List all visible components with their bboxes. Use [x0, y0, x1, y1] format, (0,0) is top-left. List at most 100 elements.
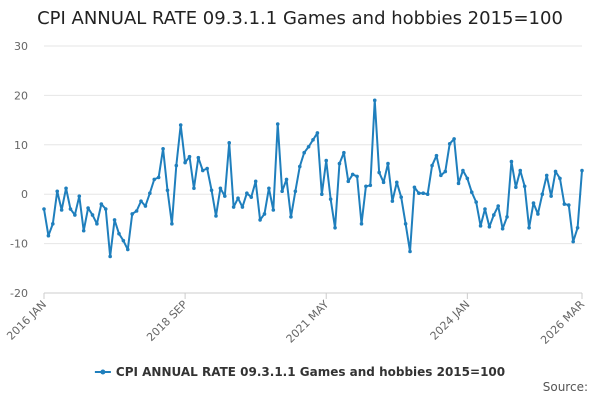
data-point[interactable] — [386, 161, 390, 166]
data-point[interactable] — [496, 204, 501, 208]
data-point[interactable] — [425, 192, 430, 196]
data-point[interactable] — [562, 202, 567, 206]
data-point[interactable] — [342, 150, 346, 155]
data-point[interactable] — [161, 146, 165, 151]
data-point[interactable] — [196, 155, 201, 160]
series-line[interactable] — [43, 99, 583, 258]
data-point[interactable] — [55, 189, 60, 194]
data-point[interactable] — [399, 195, 404, 199]
data-point[interactable] — [271, 208, 276, 212]
data-point[interactable] — [130, 212, 134, 216]
data-point[interactable] — [447, 142, 452, 146]
data-point[interactable] — [293, 189, 298, 194]
data-point[interactable] — [522, 184, 527, 189]
data-point[interactable] — [328, 197, 333, 201]
data-point[interactable] — [108, 254, 112, 259]
data-point[interactable] — [152, 177, 157, 182]
data-point[interactable] — [337, 161, 342, 166]
data-point[interactable] — [469, 190, 474, 195]
data-point[interactable] — [139, 199, 143, 203]
data-point[interactable] — [324, 158, 329, 163]
data-point[interactable] — [249, 195, 254, 199]
data-point[interactable] — [412, 185, 417, 190]
data-point[interactable] — [178, 123, 183, 127]
legend[interactable]: CPI ANNUAL RATE 09.3.1.1 Games and hobbi… — [94, 365, 505, 379]
data-point[interactable] — [372, 98, 377, 103]
data-point[interactable] — [46, 233, 51, 238]
data-point[interactable] — [284, 177, 289, 182]
data-point[interactable] — [183, 160, 187, 165]
data-point[interactable] — [121, 238, 126, 243]
data-point[interactable] — [297, 164, 302, 169]
data-point[interactable] — [320, 192, 324, 196]
data-point[interactable] — [165, 188, 170, 193]
data-point[interactable] — [267, 186, 271, 191]
data-point[interactable] — [544, 173, 549, 178]
data-point[interactable] — [99, 202, 104, 206]
data-point[interactable] — [483, 207, 487, 211]
data-point[interactable] — [439, 173, 443, 178]
data-point[interactable] — [478, 224, 483, 228]
data-point[interactable] — [258, 218, 262, 222]
data-point[interactable] — [214, 214, 218, 218]
data-point[interactable] — [253, 179, 258, 184]
data-point[interactable] — [518, 168, 523, 173]
data-point[interactable] — [134, 209, 139, 213]
data-point[interactable] — [262, 212, 267, 216]
data-point[interactable] — [311, 138, 315, 142]
data-point[interactable] — [68, 207, 73, 211]
data-point[interactable] — [51, 222, 55, 226]
data-point[interactable] — [368, 183, 373, 188]
data-point[interactable] — [209, 188, 214, 193]
data-point[interactable] — [487, 225, 492, 229]
data-point[interactable] — [364, 184, 368, 189]
data-point[interactable] — [333, 225, 337, 230]
data-point[interactable] — [289, 215, 293, 219]
data-point[interactable] — [434, 153, 439, 158]
data-point[interactable] — [275, 122, 280, 126]
data-point[interactable] — [461, 168, 465, 173]
data-point[interactable] — [575, 225, 580, 230]
data-point[interactable] — [492, 213, 496, 217]
data-point[interactable] — [156, 175, 161, 180]
data-point[interactable] — [381, 180, 386, 185]
data-point[interactable] — [509, 159, 514, 164]
data-point[interactable] — [474, 200, 478, 204]
data-point[interactable] — [390, 199, 395, 203]
data-point[interactable] — [143, 204, 148, 208]
data-point[interactable] — [580, 168, 584, 173]
data-point[interactable] — [359, 222, 364, 226]
data-point[interactable] — [540, 192, 545, 196]
data-point[interactable] — [240, 205, 245, 209]
data-point[interactable] — [403, 222, 408, 226]
data-point[interactable] — [527, 225, 531, 230]
data-point[interactable] — [90, 213, 95, 217]
data-point[interactable] — [280, 189, 284, 194]
data-point[interactable] — [315, 131, 320, 135]
data-point[interactable] — [558, 176, 562, 181]
data-point[interactable] — [174, 163, 179, 168]
data-point[interactable] — [77, 194, 82, 198]
data-point[interactable] — [170, 222, 174, 226]
data-point[interactable] — [200, 168, 205, 173]
data-point[interactable] — [417, 191, 421, 196]
data-point[interactable] — [505, 215, 509, 219]
data-point[interactable] — [306, 144, 311, 149]
data-point[interactable] — [112, 218, 117, 222]
data-point[interactable] — [223, 194, 227, 198]
data-point[interactable] — [95, 222, 99, 226]
data-point[interactable] — [536, 212, 540, 216]
data-point[interactable] — [549, 194, 553, 198]
data-point[interactable] — [125, 247, 130, 252]
data-point[interactable] — [192, 186, 196, 191]
data-point[interactable] — [205, 166, 209, 171]
data-point[interactable] — [465, 176, 470, 181]
data-point[interactable] — [514, 185, 518, 190]
data-point[interactable] — [531, 201, 536, 205]
data-point[interactable] — [64, 186, 68, 191]
data-point[interactable] — [245, 191, 249, 196]
data-point[interactable] — [377, 170, 381, 175]
data-point[interactable] — [42, 207, 46, 211]
data-point[interactable] — [236, 196, 240, 200]
data-point[interactable] — [355, 174, 359, 179]
